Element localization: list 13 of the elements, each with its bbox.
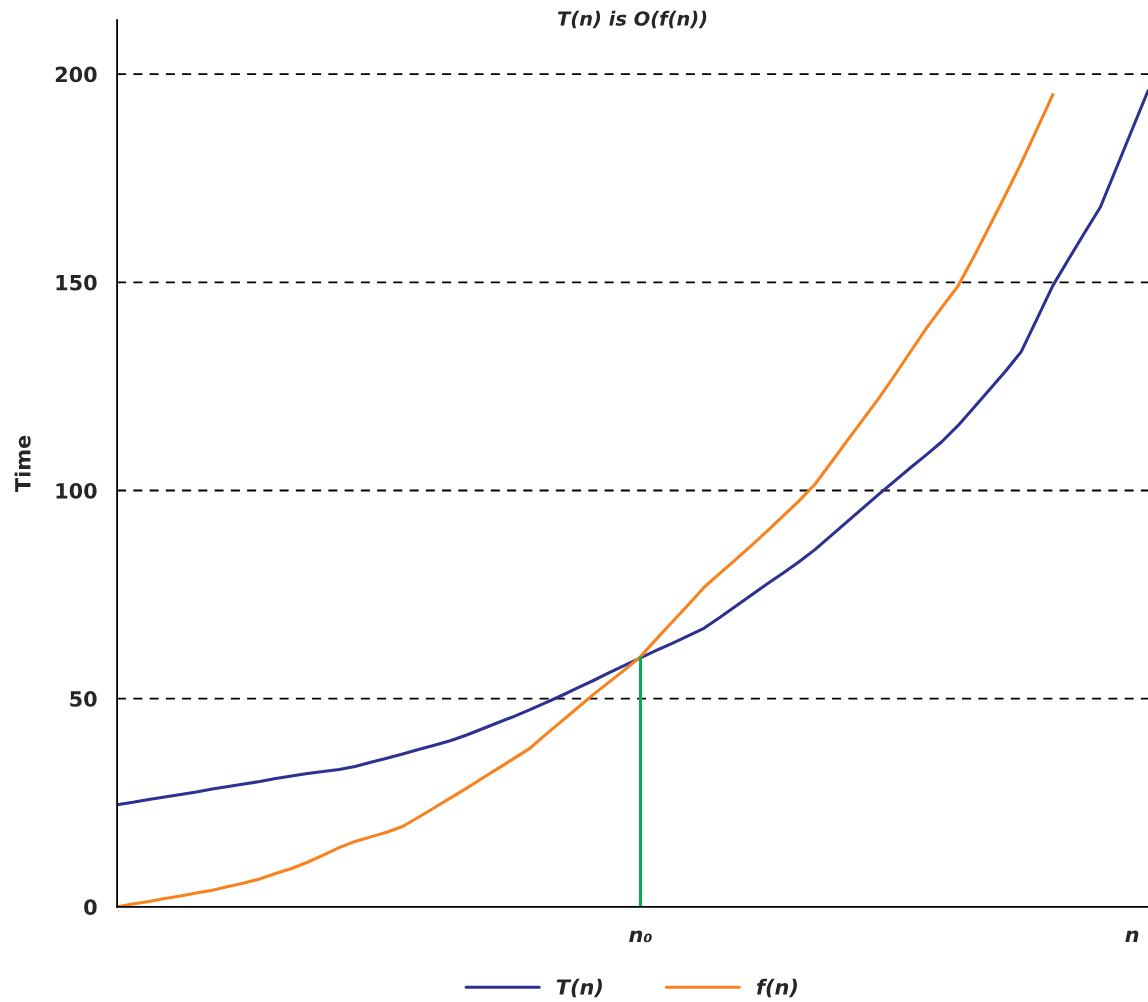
legend-label: T(n) xyxy=(556,978,602,998)
y-tick-label: 50 xyxy=(70,691,97,707)
y-tick-label: 200 xyxy=(55,66,97,83)
y-tick-label: 0 xyxy=(84,899,97,916)
y-tick-label: 150 xyxy=(56,274,97,291)
line-series xyxy=(117,93,1055,907)
x-tick-label: n₀ xyxy=(629,930,652,943)
x-tick-label: n xyxy=(1125,930,1139,943)
legend-label: f(n) xyxy=(756,978,797,998)
chart-title: T(n) is O(f(n)) xyxy=(557,10,707,29)
y-tick-label: 100 xyxy=(56,482,97,499)
y-axis-title: Time xyxy=(14,435,31,492)
line-series xyxy=(117,89,1148,807)
